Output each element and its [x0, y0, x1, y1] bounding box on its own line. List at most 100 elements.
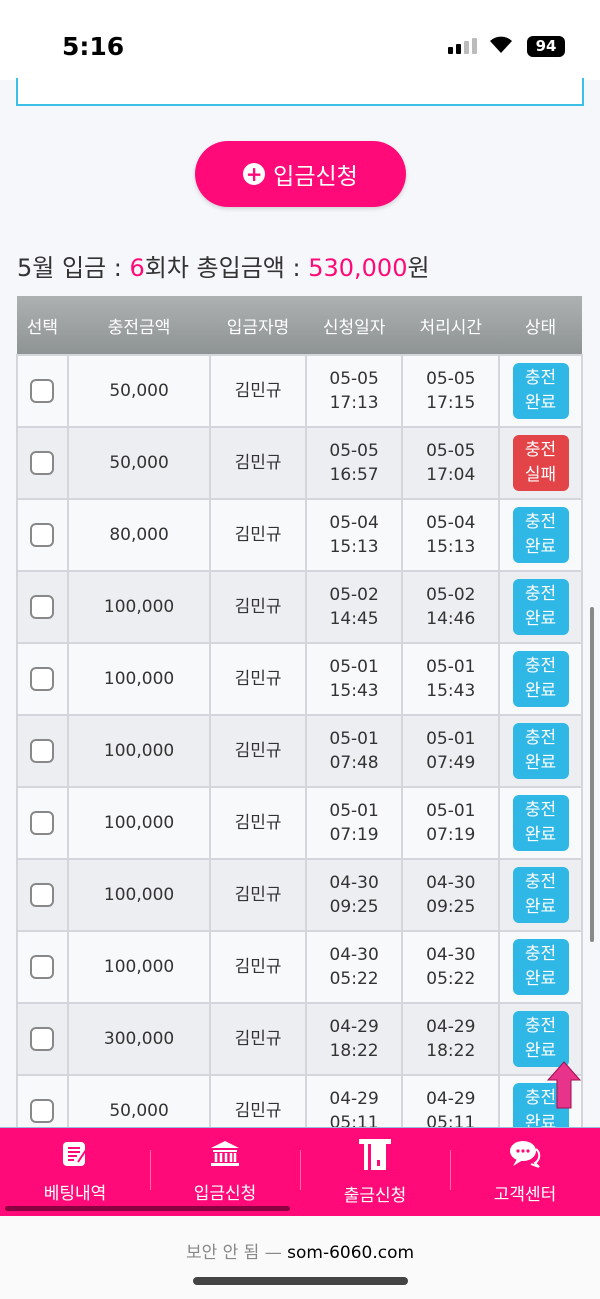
clock: 5:16	[62, 32, 125, 61]
request-date: 04-29	[329, 1089, 379, 1109]
amount-cell: 100,000	[66, 786, 212, 860]
nav-item-0[interactable]: 베팅내역	[0, 1128, 150, 1216]
row-checkbox[interactable]	[30, 883, 55, 907]
scrollbar[interactable]	[590, 607, 594, 942]
select-cell	[16, 642, 69, 716]
status-badge: 충전 완료	[512, 651, 569, 707]
status-line2: 완료	[524, 1041, 557, 1061]
request-date: 05-04	[329, 513, 379, 533]
status-line1: 충전	[524, 368, 557, 388]
deposit-table: 선택 충전금액 입금자명 신청일자 처리시간 상태 50,000 김민규 05-05 17:…	[16, 296, 583, 1148]
process-time-cell: 05-05 17:04	[401, 426, 501, 500]
row-checkbox[interactable]	[30, 595, 55, 619]
nav-item-2[interactable]: 출금신청	[300, 1128, 450, 1216]
process-time: 17:04	[426, 465, 476, 485]
request-date-cell: 05-04 15:13	[304, 498, 404, 572]
request-date-cell: 05-01 07:19	[304, 786, 404, 860]
deposit-summary: 5월 입금 : 6회차 총입금액 : 530,000원	[17, 248, 430, 283]
row-checkbox[interactable]	[30, 451, 55, 475]
process-date: 05-01	[426, 657, 476, 677]
deposit-request-button[interactable]: + 입금신청	[195, 141, 406, 207]
table-row: 100,000 김민규 04-30 05:22 04-30 05:22 충전 완료	[16, 930, 583, 1004]
amount-cell: 300,000	[66, 1002, 212, 1076]
depositor-cell: 김민규	[209, 426, 307, 500]
summary-count-suffix: 회차 총입금액 :	[144, 254, 309, 282]
select-cell	[16, 786, 69, 860]
process-date: 05-05	[426, 441, 476, 461]
status-cell: 충전 완료	[498, 786, 583, 860]
amount-cell: 80,000	[66, 498, 212, 572]
nav-item-1[interactable]: 입금신청	[150, 1128, 300, 1216]
amount-cell: 100,000	[66, 642, 212, 716]
row-checkbox[interactable]	[30, 955, 55, 979]
status-cell: 충전 완료	[498, 642, 583, 716]
process-date: 05-04	[426, 513, 476, 533]
column-header: 입금자명	[210, 296, 306, 355]
nav-item-3[interactable]: 고객센터	[450, 1128, 600, 1216]
status-line1: 충전	[524, 512, 557, 532]
row-checkbox[interactable]	[30, 523, 55, 547]
row-checkbox[interactable]	[30, 1099, 55, 1123]
status-badge: 충전 완료	[512, 867, 569, 923]
row-checkbox[interactable]	[30, 1027, 55, 1051]
request-date-cell: 05-01 15:43	[304, 642, 404, 716]
summary-total: 530,000	[308, 254, 408, 282]
select-cell	[16, 1002, 69, 1076]
process-time: 15:13	[426, 537, 476, 557]
process-time: 09:25	[426, 897, 476, 917]
request-time: 14:45	[329, 609, 379, 629]
row-checkbox[interactable]	[30, 811, 55, 835]
request-date-cell: 04-30 05:22	[304, 930, 404, 1004]
row-checkbox[interactable]	[30, 739, 55, 763]
process-date: 04-29	[426, 1089, 476, 1109]
chat-bubbles-icon	[509, 1139, 541, 1174]
select-cell	[16, 570, 69, 644]
process-time-cell: 05-05 17:15	[401, 354, 501, 428]
select-cell	[16, 426, 69, 500]
process-time: 15:43	[426, 681, 476, 701]
request-time: 07:48	[329, 753, 379, 773]
summary-total-suffix: 원	[407, 254, 430, 282]
table-row: 100,000 김민규 05-01 15:43 05-01 15:43 충전 완료	[16, 642, 583, 716]
process-date: 04-30	[426, 945, 476, 965]
depositor-cell: 김민규	[209, 570, 307, 644]
request-date: 05-01	[329, 657, 379, 677]
process-time: 17:15	[426, 393, 476, 413]
select-cell	[16, 354, 69, 428]
nav-label: 출금신청	[343, 1186, 407, 1206]
input-box[interactable]	[16, 78, 584, 106]
status-badge: 충전 완료	[512, 939, 569, 995]
process-date: 05-05	[426, 369, 476, 389]
scroll-to-top-arrow-icon[interactable]	[546, 1060, 582, 1110]
status-line1: 충전	[524, 440, 557, 460]
process-date: 05-02	[426, 585, 476, 605]
status-line1: 충전	[524, 872, 557, 892]
status-line2: 완료	[524, 609, 557, 629]
request-date-cell: 04-30 09:25	[304, 858, 404, 932]
depositor-cell: 김민규	[209, 1002, 307, 1076]
active-tab-indicator	[5, 1206, 290, 1211]
process-date: 05-01	[426, 729, 476, 749]
process-time: 14:46	[426, 609, 476, 629]
status-line1: 충전	[524, 1016, 557, 1036]
security-label: 보안 안 됨 —	[185, 1243, 282, 1263]
select-cell	[16, 498, 69, 572]
column-header: 처리시간	[402, 296, 500, 355]
row-checkbox[interactable]	[30, 667, 55, 691]
row-checkbox[interactable]	[30, 379, 55, 403]
status-cell: 충전 완료	[498, 714, 583, 788]
select-cell	[16, 858, 69, 932]
process-time-cell: 04-30 09:25	[401, 858, 501, 932]
address-bar[interactable]: 보안 안 됨 — som-6060.com	[0, 1238, 600, 1263]
status-line2: 완료	[524, 825, 557, 845]
depositor-cell: 김민규	[209, 714, 307, 788]
summary-month: 5월 입금 :	[17, 254, 130, 282]
process-date: 04-29	[426, 1017, 476, 1037]
request-time: 05:22	[329, 969, 379, 989]
status-line2: 실패	[524, 465, 557, 485]
status-cell: 충전 완료	[498, 498, 583, 572]
process-time-cell: 05-01 07:49	[401, 714, 501, 788]
